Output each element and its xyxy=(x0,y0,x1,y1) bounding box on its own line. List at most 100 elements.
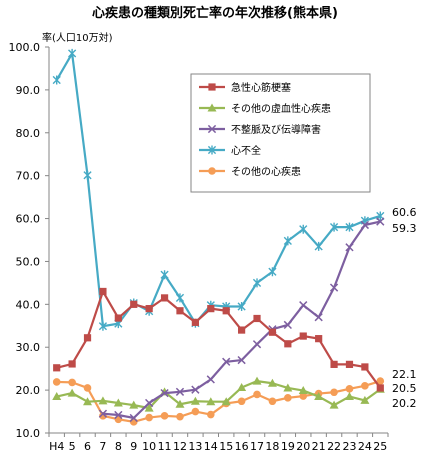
data-point xyxy=(206,397,216,406)
y-tick-label: 30.0 xyxy=(16,341,41,354)
legend-item: 心不全 xyxy=(199,144,261,157)
data-point xyxy=(83,334,92,342)
data-point xyxy=(360,395,370,404)
y-tick-label: 100.0 xyxy=(9,41,41,54)
x-tick-label: 17 xyxy=(250,440,264,453)
data-point xyxy=(207,305,215,313)
y-tick-label: 50.0 xyxy=(16,255,41,268)
y-tick-labels: 10.0 20.0 30.0 40.0 50.0 60.0 70.0 80.0 90.0 100.… xyxy=(9,41,41,440)
data-point xyxy=(314,241,323,251)
series-group xyxy=(52,48,385,426)
series-line xyxy=(56,380,381,410)
x-tick-label: 14 xyxy=(204,440,218,453)
end-value-label: 20.2 xyxy=(392,397,417,410)
data-point xyxy=(114,410,123,420)
data-point xyxy=(83,170,92,180)
data-point xyxy=(238,326,246,334)
legend-marker xyxy=(207,124,217,134)
data-point xyxy=(190,396,200,405)
y-axis-label: 率(人口10万対) xyxy=(42,31,113,44)
data-point xyxy=(99,287,107,296)
data-point xyxy=(160,388,169,398)
data-point xyxy=(283,320,292,330)
x-tick-label: 13 xyxy=(188,440,202,453)
data-point xyxy=(252,376,262,385)
y-tick-label: 70.0 xyxy=(16,170,41,183)
x-tick-label: 25 xyxy=(373,440,387,453)
x-tick-label: 16 xyxy=(235,440,249,453)
data-point xyxy=(299,224,308,234)
data-point xyxy=(113,398,123,407)
data-point xyxy=(114,314,122,322)
legend-label: 心不全 xyxy=(231,144,261,157)
data-point xyxy=(130,300,138,308)
data-point xyxy=(329,283,339,292)
end-value-label: 20.5 xyxy=(392,382,417,395)
data-point xyxy=(68,360,76,368)
data-point xyxy=(129,418,138,426)
legend-marker xyxy=(207,145,217,155)
legend-marker xyxy=(208,167,216,175)
data-point xyxy=(284,394,292,402)
y-tick-label: 90.0 xyxy=(16,84,41,97)
end-labels: 60.6 59.3 22.120.5 20.2 xyxy=(392,206,417,410)
series-4 xyxy=(52,48,385,331)
data-point xyxy=(144,403,154,412)
end-value-label: 59.3 xyxy=(392,222,417,235)
data-point xyxy=(330,360,338,368)
data-point xyxy=(299,332,307,340)
data-point xyxy=(329,222,339,232)
data-point xyxy=(252,278,262,288)
data-point xyxy=(83,397,93,406)
y-tick-label: 60.0 xyxy=(16,213,41,226)
legend-box xyxy=(190,73,371,193)
data-point xyxy=(360,220,370,230)
data-point xyxy=(175,399,185,408)
data-point xyxy=(267,378,277,387)
data-point xyxy=(160,412,169,420)
legend-item: その他の心疾患 xyxy=(199,165,301,178)
data-point xyxy=(345,222,354,232)
legend-label: その他の心疾患 xyxy=(231,165,301,178)
data-point xyxy=(330,388,338,397)
x-tick-marks xyxy=(48,433,389,437)
data-point xyxy=(314,313,323,322)
data-point xyxy=(252,340,262,349)
x-tick-label: 12 xyxy=(173,440,187,453)
data-point xyxy=(268,397,277,406)
data-point xyxy=(283,236,292,246)
data-point xyxy=(191,385,200,394)
data-point xyxy=(376,217,385,226)
data-point xyxy=(376,377,385,385)
data-point xyxy=(175,387,185,396)
data-point xyxy=(361,382,369,390)
data-point xyxy=(221,397,231,406)
data-point xyxy=(268,328,277,336)
data-point xyxy=(345,360,354,368)
data-point xyxy=(52,392,62,401)
chart-title: 心疾患の種類別死亡率の年次推移(熊本県) xyxy=(92,5,338,21)
data-point xyxy=(268,267,277,277)
legend-label: その他の虚血性心疾患 xyxy=(231,102,331,115)
data-point xyxy=(237,355,246,365)
data-point xyxy=(253,390,261,399)
x-tick-label: 6 xyxy=(84,440,91,453)
data-point xyxy=(237,383,247,392)
x-tick-label: 21 xyxy=(312,440,326,453)
data-point xyxy=(206,410,215,419)
x-tick-label: 23 xyxy=(342,440,356,453)
data-point xyxy=(315,335,323,343)
legend-item: 不整脈及び伝導障害 xyxy=(199,123,321,136)
x-tick-label: 19 xyxy=(281,440,295,453)
data-point xyxy=(160,294,169,302)
x-tick-label: 22 xyxy=(327,440,341,453)
data-point xyxy=(344,392,354,401)
data-point xyxy=(98,409,108,418)
data-point xyxy=(160,270,169,280)
x-tick-label: 24 xyxy=(358,440,372,453)
legend-item: 急性心筋梗塞 xyxy=(199,81,291,94)
data-point xyxy=(129,400,139,409)
series-line xyxy=(55,52,381,328)
end-value-label: 60.6 xyxy=(392,206,417,219)
legend-label: 不整脈及び伝導障害 xyxy=(231,123,321,136)
